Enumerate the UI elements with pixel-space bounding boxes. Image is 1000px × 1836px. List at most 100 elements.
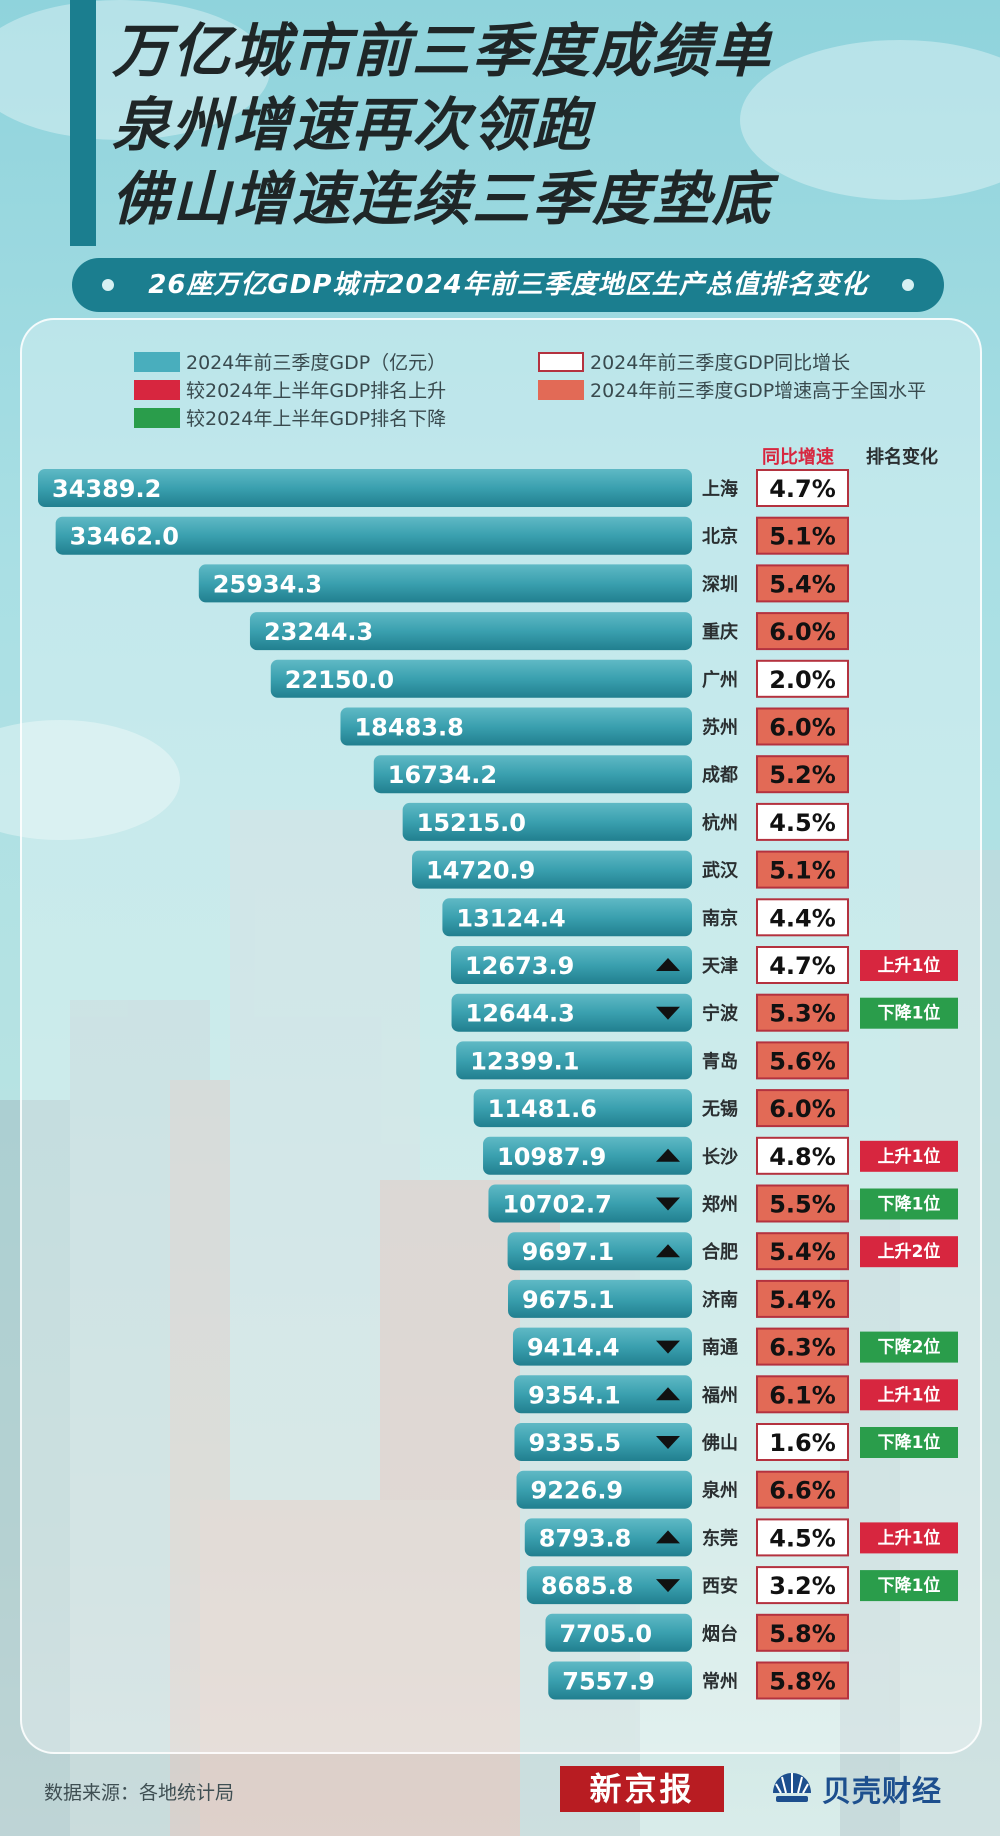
rank-down-arrow-icon xyxy=(656,1340,680,1354)
bar-value-label: 8685.8 xyxy=(541,1572,634,1600)
bar xyxy=(512,1327,692,1366)
bar xyxy=(198,564,692,603)
rank-up-arrow-icon xyxy=(656,1148,680,1162)
rank-change-badge xyxy=(860,1236,958,1268)
rank-change-label: 上升1位 xyxy=(878,1527,941,1548)
city-label: 天津 xyxy=(702,955,738,977)
title-accent-bar xyxy=(70,0,96,246)
city-label: 福州 xyxy=(701,1384,738,1406)
subtitle-dot-right-icon xyxy=(902,279,914,291)
rank-down-arrow-icon xyxy=(656,1579,680,1593)
growth-box xyxy=(756,612,849,651)
page-title: 万亿城市前三季度成绩单 泉州增速再次领跑 佛山增速连续三季度垫底 xyxy=(112,14,972,236)
bar-value-label: 12644.3 xyxy=(466,1000,575,1028)
chart-panel xyxy=(20,318,982,1754)
growth-label: 3.2% xyxy=(769,1572,836,1600)
bar xyxy=(249,612,693,651)
subtitle: 26座万亿GDP城市2024年前三季度地区生产总值排名变化 xyxy=(148,270,868,300)
growth-box xyxy=(756,946,849,984)
legend-label-rank-up: 较2024年上半年GDP排名上升 xyxy=(186,380,447,402)
growth-box xyxy=(756,802,849,841)
bar-value-label: 9697.1 xyxy=(522,1238,615,1266)
growth-label: 6.1% xyxy=(769,1381,836,1409)
growth-label: 1.6% xyxy=(769,1429,836,1457)
bar-value-label: 23244.3 xyxy=(264,618,373,646)
growth-box xyxy=(756,1518,849,1557)
growth-box xyxy=(756,564,849,603)
bar-value-label: 7705.0 xyxy=(559,1620,652,1648)
bar xyxy=(548,1661,692,1700)
rank-down-arrow-icon xyxy=(656,1436,680,1449)
city-label: 西安 xyxy=(702,1575,738,1597)
bar-value-label: 22150.0 xyxy=(285,666,394,694)
bar-value-label: 9335.5 xyxy=(528,1429,621,1457)
city-label: 南通 xyxy=(702,1337,738,1359)
bar-value-label: 33462.0 xyxy=(70,523,179,551)
bar-value-label: 10987.9 xyxy=(497,1143,606,1171)
city-label: 泉州 xyxy=(702,1480,738,1502)
growth-label: 6.6% xyxy=(769,1477,836,1505)
rank-up-arrow-icon xyxy=(656,1530,680,1544)
growth-box xyxy=(756,707,849,746)
city-label: 南京 xyxy=(702,907,738,929)
bar xyxy=(442,898,692,937)
legend-item-growth: 2024年前三季度GDP同比增长 xyxy=(538,348,850,375)
growth-label: 5.1% xyxy=(769,523,836,551)
legend-label-gdp: 2024年前三季度GDP（亿元） xyxy=(186,352,447,374)
city-label: 长沙 xyxy=(702,1147,738,1168)
rank-change-badge xyxy=(860,1570,958,1602)
growth-label: 4.5% xyxy=(769,1524,836,1552)
growth-label: 5.1% xyxy=(769,857,836,885)
city-label: 上海 xyxy=(702,478,738,500)
rank-change-label: 上升1位 xyxy=(878,1146,941,1167)
legend-swatch-rank-up xyxy=(134,379,180,400)
growth-label: 5.6% xyxy=(769,1047,836,1075)
bar xyxy=(524,1518,692,1557)
bar-value-label: 16734.2 xyxy=(388,761,497,789)
bar-value-label: 18483.8 xyxy=(354,714,463,742)
rank-change-label: 下降1位 xyxy=(878,1575,941,1596)
rank-change-badge xyxy=(860,1379,958,1411)
column-header-growth: 同比增速 xyxy=(762,447,834,468)
legend-label-rank-down: 较2024年上半年GDP排名下降 xyxy=(186,408,447,430)
bar xyxy=(508,1279,692,1318)
growth-box xyxy=(756,1279,849,1318)
legend-swatch-gdp xyxy=(134,351,180,372)
bar xyxy=(483,1136,692,1175)
growth-box xyxy=(756,1566,849,1605)
growth-box xyxy=(756,1375,849,1414)
city-label: 杭州 xyxy=(702,812,738,834)
growth-label: 4.8% xyxy=(769,1143,836,1171)
growth-label: 6.3% xyxy=(769,1334,836,1362)
bar xyxy=(516,1470,692,1509)
bar xyxy=(412,850,692,889)
bar xyxy=(340,707,692,746)
growth-label: 4.7% xyxy=(769,475,836,503)
growth-label: 2.0% xyxy=(769,666,836,694)
bar xyxy=(55,516,692,555)
bar-value-label: 12399.1 xyxy=(470,1047,579,1075)
bar-value-label: 14720.9 xyxy=(426,857,535,885)
growth-box xyxy=(756,1136,849,1175)
growth-label: 5.5% xyxy=(769,1191,836,1219)
bar xyxy=(451,993,692,1032)
city-label: 深圳 xyxy=(702,573,738,595)
bar xyxy=(373,755,692,794)
growth-label: 4.7% xyxy=(769,952,836,980)
city-label: 宁波 xyxy=(702,1003,739,1025)
growth-box xyxy=(756,1089,849,1128)
growth-label: 4.4% xyxy=(769,904,836,932)
bar xyxy=(473,1089,692,1128)
rank-change-label: 下降1位 xyxy=(878,1432,941,1453)
rank-change-badge xyxy=(860,997,958,1029)
city-label: 成都 xyxy=(702,764,738,786)
rank-change-label: 下降1位 xyxy=(878,1003,941,1024)
growth-label: 5.4% xyxy=(769,1238,836,1266)
bar-value-label: 12673.9 xyxy=(465,952,574,980)
bar xyxy=(270,659,692,698)
bar-value-label: 8793.8 xyxy=(539,1524,632,1552)
growth-box xyxy=(756,993,849,1032)
bar-value-label: 15215.0 xyxy=(417,809,526,837)
rank-down-arrow-icon xyxy=(656,1197,680,1211)
legend-item-rank-up: 较2024年上半年GDP排名上升 xyxy=(134,376,446,403)
